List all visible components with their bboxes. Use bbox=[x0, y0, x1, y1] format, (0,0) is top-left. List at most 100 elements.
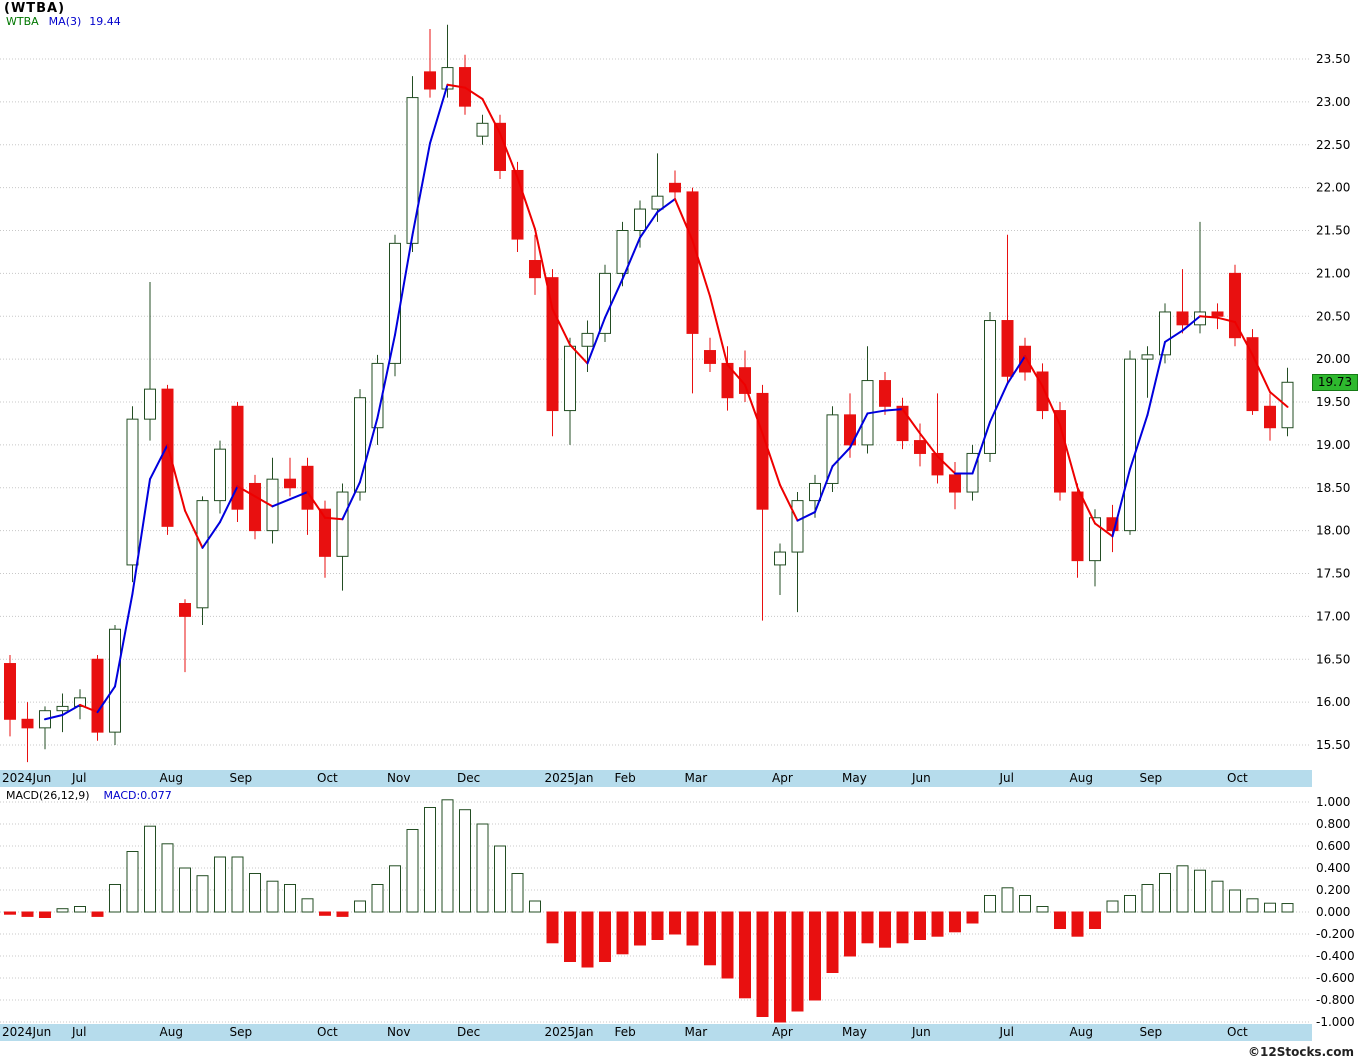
ma-line-segment bbox=[1146, 340, 1166, 416]
ma-line-segment bbox=[499, 132, 519, 179]
legend-ma-value: 19.44 bbox=[89, 15, 121, 28]
candlestick bbox=[931, 393, 944, 484]
candlestick bbox=[196, 496, 209, 625]
macd-bar bbox=[564, 911, 576, 962]
candlestick bbox=[231, 402, 244, 523]
ma-line-segment bbox=[709, 295, 729, 366]
month-label: Sep bbox=[1139, 1025, 1163, 1039]
ma-line-segment bbox=[1006, 355, 1026, 385]
candlestick bbox=[144, 281, 156, 441]
x-axis-band-top: 2024Jun Jul Aug Sep Oct Nov Dec 2025Jan Feb Mar Ap… bbox=[0, 770, 1312, 787]
ma-line-segment bbox=[691, 239, 711, 298]
ma-line-segment bbox=[831, 446, 851, 468]
ma-line-segment bbox=[219, 485, 239, 524]
macd-axis-label: 0.400 bbox=[1316, 861, 1350, 875]
candle-body bbox=[441, 67, 454, 90]
macd-bar bbox=[1054, 911, 1066, 929]
candle-body bbox=[616, 230, 629, 274]
chart-legend: WTBA MA(3) 19.44 bbox=[6, 15, 121, 28]
candlestick bbox=[1001, 234, 1014, 385]
macd-bar bbox=[91, 911, 104, 917]
ma-line-segment bbox=[814, 465, 834, 514]
candle-body bbox=[144, 388, 156, 420]
candle-body bbox=[1194, 311, 1206, 326]
ma-line-segment bbox=[411, 142, 431, 236]
ma-line-segment bbox=[254, 495, 274, 508]
macd-bar bbox=[1036, 906, 1049, 913]
ma-line-segment bbox=[79, 703, 99, 714]
watermark-text: ©12Stocks.com bbox=[1248, 1045, 1354, 1056]
macd-bar bbox=[266, 880, 279, 913]
candle-body bbox=[1246, 337, 1259, 412]
ma-line-segment bbox=[236, 485, 256, 498]
candlestick bbox=[336, 483, 349, 591]
price-axis-label: 19.00 bbox=[1316, 438, 1350, 452]
ma-line-segment bbox=[1076, 486, 1096, 525]
candle-body bbox=[704, 350, 716, 364]
macd-bar bbox=[704, 911, 716, 966]
candlestick bbox=[529, 234, 541, 295]
macd-bar bbox=[791, 911, 804, 1012]
candle-body bbox=[91, 658, 104, 733]
candle-body bbox=[336, 491, 349, 557]
candle-body bbox=[651, 195, 664, 210]
ma-line-segment bbox=[779, 483, 799, 522]
macd-bar bbox=[581, 911, 594, 968]
candlestick bbox=[949, 462, 961, 510]
macd-bar bbox=[476, 823, 489, 913]
macd-bar bbox=[441, 799, 454, 913]
macd-bar bbox=[371, 884, 384, 913]
ma-line-segment bbox=[604, 278, 624, 319]
price-axis-label: 22.00 bbox=[1316, 181, 1350, 195]
candlestick bbox=[1159, 303, 1171, 364]
candle-body bbox=[529, 260, 541, 279]
macd-bar bbox=[546, 911, 559, 944]
macd-bar bbox=[1229, 889, 1241, 913]
macd-bar bbox=[74, 906, 86, 913]
candle-body bbox=[1124, 358, 1136, 532]
candle-body bbox=[1036, 371, 1049, 412]
macd-bar bbox=[196, 875, 209, 913]
candlestick bbox=[739, 350, 751, 402]
month-label: Nov bbox=[387, 1025, 411, 1039]
candlestick bbox=[301, 457, 314, 535]
candle-body bbox=[896, 405, 909, 442]
macd-bar bbox=[179, 867, 191, 913]
ma-line-segment bbox=[901, 408, 921, 435]
candle-body bbox=[74, 697, 86, 707]
candle-body bbox=[634, 208, 646, 231]
macd-bar bbox=[616, 911, 629, 955]
macd-axis-label: -0.200 bbox=[1316, 927, 1355, 941]
ma-line-segment bbox=[884, 408, 904, 412]
macd-bar bbox=[1211, 880, 1224, 913]
month-label: Feb bbox=[614, 1025, 636, 1039]
month-label: 2025Jan bbox=[544, 771, 594, 785]
macd-axis-label: -1.000 bbox=[1316, 1015, 1355, 1029]
price-axis-label: 18.00 bbox=[1316, 524, 1350, 538]
price-axis-label: 22.50 bbox=[1316, 138, 1350, 152]
macd-bar bbox=[161, 843, 174, 913]
month-label: Apr bbox=[772, 771, 793, 785]
month-label: Jun bbox=[912, 1025, 931, 1039]
candle-body bbox=[284, 478, 296, 489]
ma-line-segment bbox=[1059, 423, 1079, 489]
candlestick bbox=[21, 702, 34, 763]
macd-bar bbox=[896, 911, 909, 944]
price-axis-label: 21.00 bbox=[1316, 266, 1350, 280]
ma-line-segment bbox=[586, 316, 606, 365]
macd-bar bbox=[686, 911, 699, 946]
candle-body bbox=[949, 474, 961, 493]
macd-bar bbox=[389, 865, 401, 913]
chart-title: (WTBA) bbox=[4, 1, 66, 16]
month-label: Jul bbox=[999, 771, 1014, 785]
macd-bar bbox=[406, 829, 419, 913]
month-label: Oct bbox=[317, 1025, 338, 1039]
ma-line-segment bbox=[306, 491, 326, 519]
legend-symbol: WTBA bbox=[6, 15, 39, 28]
ma-line-segment bbox=[481, 98, 501, 135]
candlestick bbox=[249, 474, 261, 540]
candlestick bbox=[406, 76, 419, 252]
ma-line-segment bbox=[639, 210, 659, 239]
candlestick bbox=[791, 492, 804, 613]
candlestick bbox=[1281, 367, 1294, 437]
